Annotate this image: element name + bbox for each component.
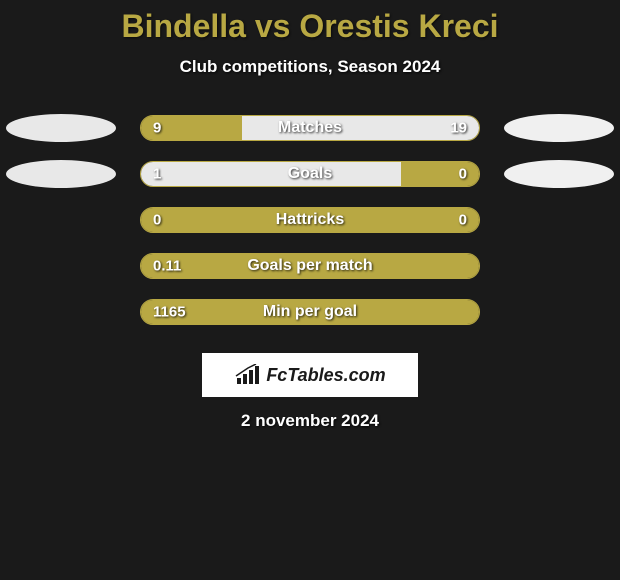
stat-bar-track: 919Matches xyxy=(140,115,480,141)
subtitle: Club competitions, Season 2024 xyxy=(0,57,620,77)
player-left-marker xyxy=(6,160,116,188)
player-right-marker xyxy=(504,114,614,142)
stat-bar-track: 10Goals xyxy=(140,161,480,187)
stat-row: 10Goals xyxy=(0,151,620,197)
stats-area: 919Matches 10Goals 00Hattricks 0.11Goals pe… xyxy=(0,105,620,335)
player-right-marker xyxy=(504,160,614,188)
stat-label: Hattricks xyxy=(141,211,479,229)
stat-row: 00Hattricks xyxy=(0,197,620,243)
player-left-marker xyxy=(6,114,116,142)
stat-label: Min per goal xyxy=(141,303,479,321)
stat-label: Matches xyxy=(141,119,479,137)
logo-text: FcTables.com xyxy=(266,365,385,386)
stat-bar-track: 00Hattricks xyxy=(140,207,480,233)
stat-label: Goals per match xyxy=(141,257,479,275)
logo-box[interactable]: FcTables.com xyxy=(202,353,418,397)
stat-bar-track: 1165Min per goal xyxy=(140,299,480,325)
stat-label: Goals xyxy=(141,165,479,183)
stat-bar-track: 0.11Goals per match xyxy=(140,253,480,279)
date-label: 2 november 2024 xyxy=(0,411,620,431)
page-title: Bindella vs Orestis Kreci xyxy=(0,8,620,45)
stat-row: 0.11Goals per match xyxy=(0,243,620,289)
stat-row: 919Matches xyxy=(0,105,620,151)
comparison-card: Bindella vs Orestis Kreci Club competiti… xyxy=(0,0,620,431)
stat-row: 1165Min per goal xyxy=(0,289,620,335)
chart-icon xyxy=(234,364,262,386)
